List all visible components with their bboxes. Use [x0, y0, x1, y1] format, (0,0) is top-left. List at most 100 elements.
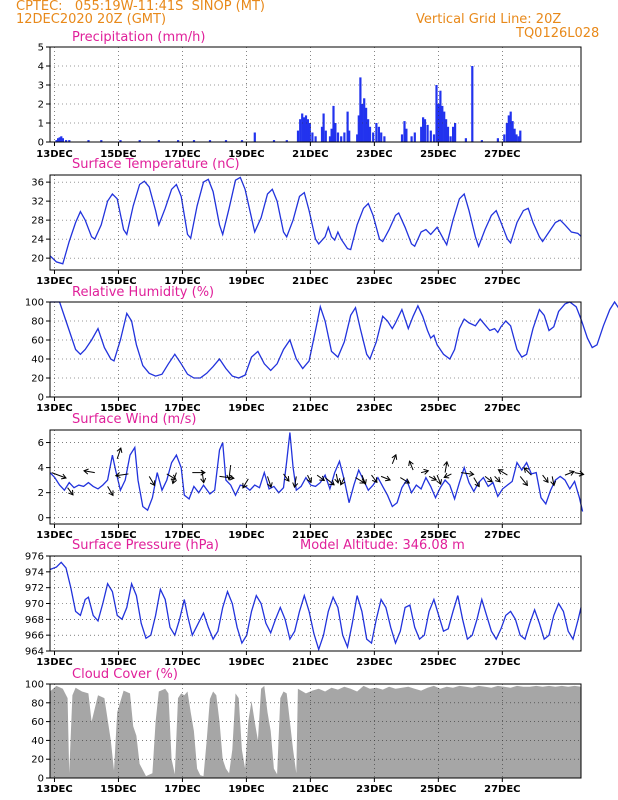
x-tick-label: 27DEC — [484, 657, 520, 668]
x-tick-label: 19DEC — [228, 149, 264, 160]
precip-bar — [515, 134, 518, 142]
x-tick-label: 17DEC — [164, 530, 200, 541]
precip-bar — [383, 136, 386, 142]
precip-bar — [330, 128, 333, 142]
precip-bar — [452, 126, 455, 142]
precip-bar — [422, 117, 425, 142]
wind-vector — [172, 472, 177, 484]
precip-bar — [320, 126, 324, 142]
precip-bar — [413, 132, 416, 142]
x-tick-label: 25DEC — [420, 403, 456, 414]
panel-frame — [49, 174, 582, 271]
wind-vector — [420, 470, 429, 474]
y-tick-label: 0 — [38, 513, 44, 524]
precip-bar — [359, 77, 362, 142]
wind-vector — [473, 477, 480, 487]
precip-bar — [410, 136, 413, 142]
panel-title: Precipitation (mm/h) — [72, 30, 205, 45]
wind-vector-head — [83, 468, 89, 475]
wind-vector-head — [569, 470, 575, 476]
precip-bar — [380, 132, 383, 142]
series-line-3 — [50, 300, 618, 379]
y-tick-label: 966 — [25, 631, 44, 642]
precip-bar — [471, 66, 474, 142]
precip-bar — [400, 134, 404, 142]
precip-bar — [322, 113, 325, 142]
wind-vector-head — [114, 472, 121, 479]
precip-bar — [367, 119, 370, 142]
wind-vector-head — [497, 469, 504, 475]
wind-vector-head — [443, 472, 450, 479]
wind-vector-head — [391, 453, 398, 460]
x-tick-label: 23DEC — [356, 149, 392, 160]
x-tick-label: 17DEC — [164, 784, 200, 795]
wind-vector-head — [170, 474, 177, 480]
wind-vector-head — [468, 470, 475, 477]
precip-bar — [405, 128, 408, 142]
y-tick-label: 20 — [31, 254, 44, 265]
panel-title: Cloud Cover (%) — [72, 667, 178, 682]
wind-vector-head — [423, 468, 430, 475]
x-tick-label: 15DEC — [100, 149, 136, 160]
y-tick-label: 0 — [38, 774, 44, 785]
precip-bar — [356, 134, 359, 142]
precip-bar — [306, 119, 309, 142]
precip-bar — [511, 121, 514, 142]
precip-bar — [336, 132, 340, 142]
precip-bar — [340, 136, 343, 142]
y-tick-label: 2 — [38, 488, 44, 499]
panel-frame — [49, 46, 582, 143]
x-tick-label: 27DEC — [484, 149, 520, 160]
precip-bar — [357, 115, 360, 142]
y-tick-label: 4 — [38, 62, 44, 73]
wind-vector-head — [361, 479, 367, 485]
wind-vector — [436, 474, 442, 485]
precip-bar — [503, 134, 506, 142]
x-tick-label: 23DEC — [356, 657, 392, 668]
precip-bar — [100, 140, 103, 142]
wind-vector-head — [329, 479, 335, 486]
precip-bar — [513, 128, 516, 142]
wind-vector-head — [266, 482, 273, 489]
precip-bar — [308, 123, 311, 142]
panel-title: Surface Temperature (nC) — [72, 157, 240, 172]
wind-vector — [443, 473, 452, 478]
x-tick-label: 13DEC — [36, 784, 72, 795]
precip-bar — [272, 140, 276, 142]
wind-vector — [380, 475, 391, 481]
x-tick-label: 15DEC — [100, 784, 136, 795]
x-tick-label: 27DEC — [484, 403, 520, 414]
wind-vector — [219, 475, 234, 479]
x-tick-label: 23DEC — [356, 530, 392, 541]
precip-bar — [61, 138, 64, 142]
precip-bar — [343, 132, 346, 142]
wind-vector-head — [523, 467, 530, 473]
panel-title: Surface Pressure (hPa) — [72, 538, 219, 553]
x-tick-label: 27DEC — [484, 530, 520, 541]
y-tick-label: 100 — [25, 298, 44, 309]
precip-bar — [138, 140, 141, 142]
x-tick-label: 19DEC — [228, 657, 264, 668]
x-tick-label: 19DEC — [228, 530, 264, 541]
wind-vector — [116, 447, 122, 459]
x-tick-label: 25DEC — [420, 530, 456, 541]
y-tick-label: 964 — [25, 647, 44, 658]
precip-bar — [192, 140, 196, 142]
x-tick-label: 25DEC — [420, 149, 456, 160]
x-tick-label: 17DEC — [164, 403, 200, 414]
wind-vector-head — [334, 478, 341, 484]
precip-bar — [304, 115, 308, 142]
wind-vector — [574, 472, 584, 475]
precip-bar — [55, 140, 58, 142]
panel-frame — [49, 683, 582, 779]
wind-vector — [307, 474, 312, 483]
wind-vector — [242, 478, 249, 489]
wind-vector-head — [404, 478, 411, 484]
y-tick-label: 0 — [38, 393, 44, 404]
precip-bar — [57, 138, 60, 142]
wind-vector-head — [385, 475, 391, 482]
x-tick-label: 23DEC — [356, 276, 392, 287]
precip-bar — [435, 85, 438, 142]
precip-bar — [443, 111, 446, 142]
